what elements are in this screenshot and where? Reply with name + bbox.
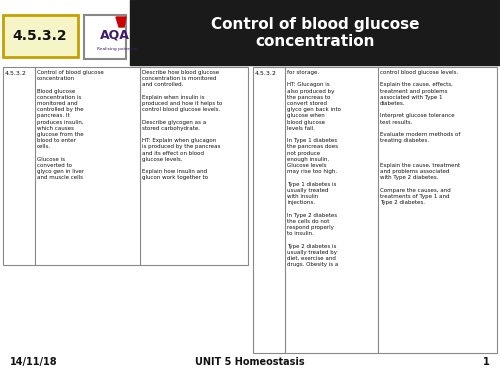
Text: Control of blood glucose
concentration

Blood glucose
concentration is
monitored: Control of blood glucose concentration B…	[37, 70, 104, 180]
Bar	[3, 15, 78, 57]
Text: Control of blood glucose
concentration: Control of blood glucose concentration	[211, 17, 419, 49]
Text: 4.5.3.2: 4.5.3.2	[255, 71, 277, 76]
Text: 1: 1	[483, 357, 490, 367]
Bar	[253, 67, 497, 353]
Text: control blood glucose levels.

Explain the cause, effects,
treatment and problem: control blood glucose levels. Explain th…	[380, 70, 460, 205]
Bar	[130, 0, 500, 65]
Text: 4.5.3.2: 4.5.3.2	[5, 71, 27, 76]
Text: UNIT 5 Homeostasis: UNIT 5 Homeostasis	[195, 357, 305, 367]
Text: Describe how blood glucose
concentration is monitored
and controlled.

Explain w: Describe how blood glucose concentration…	[142, 70, 222, 180]
Text: 14/11/18: 14/11/18	[10, 357, 58, 367]
Bar	[3, 67, 248, 265]
Text: for storage.

HT: Glucagon is
also produced by
the pancreas to
convert stored
gl: for storage. HT: Glucagon is also produc…	[287, 70, 341, 267]
Bar	[84, 15, 126, 59]
Polygon shape	[116, 17, 126, 27]
Text: AQA: AQA	[100, 28, 130, 42]
Text: 4.5.3.2: 4.5.3.2	[12, 29, 68, 43]
Text: Realising potential: Realising potential	[97, 47, 138, 51]
